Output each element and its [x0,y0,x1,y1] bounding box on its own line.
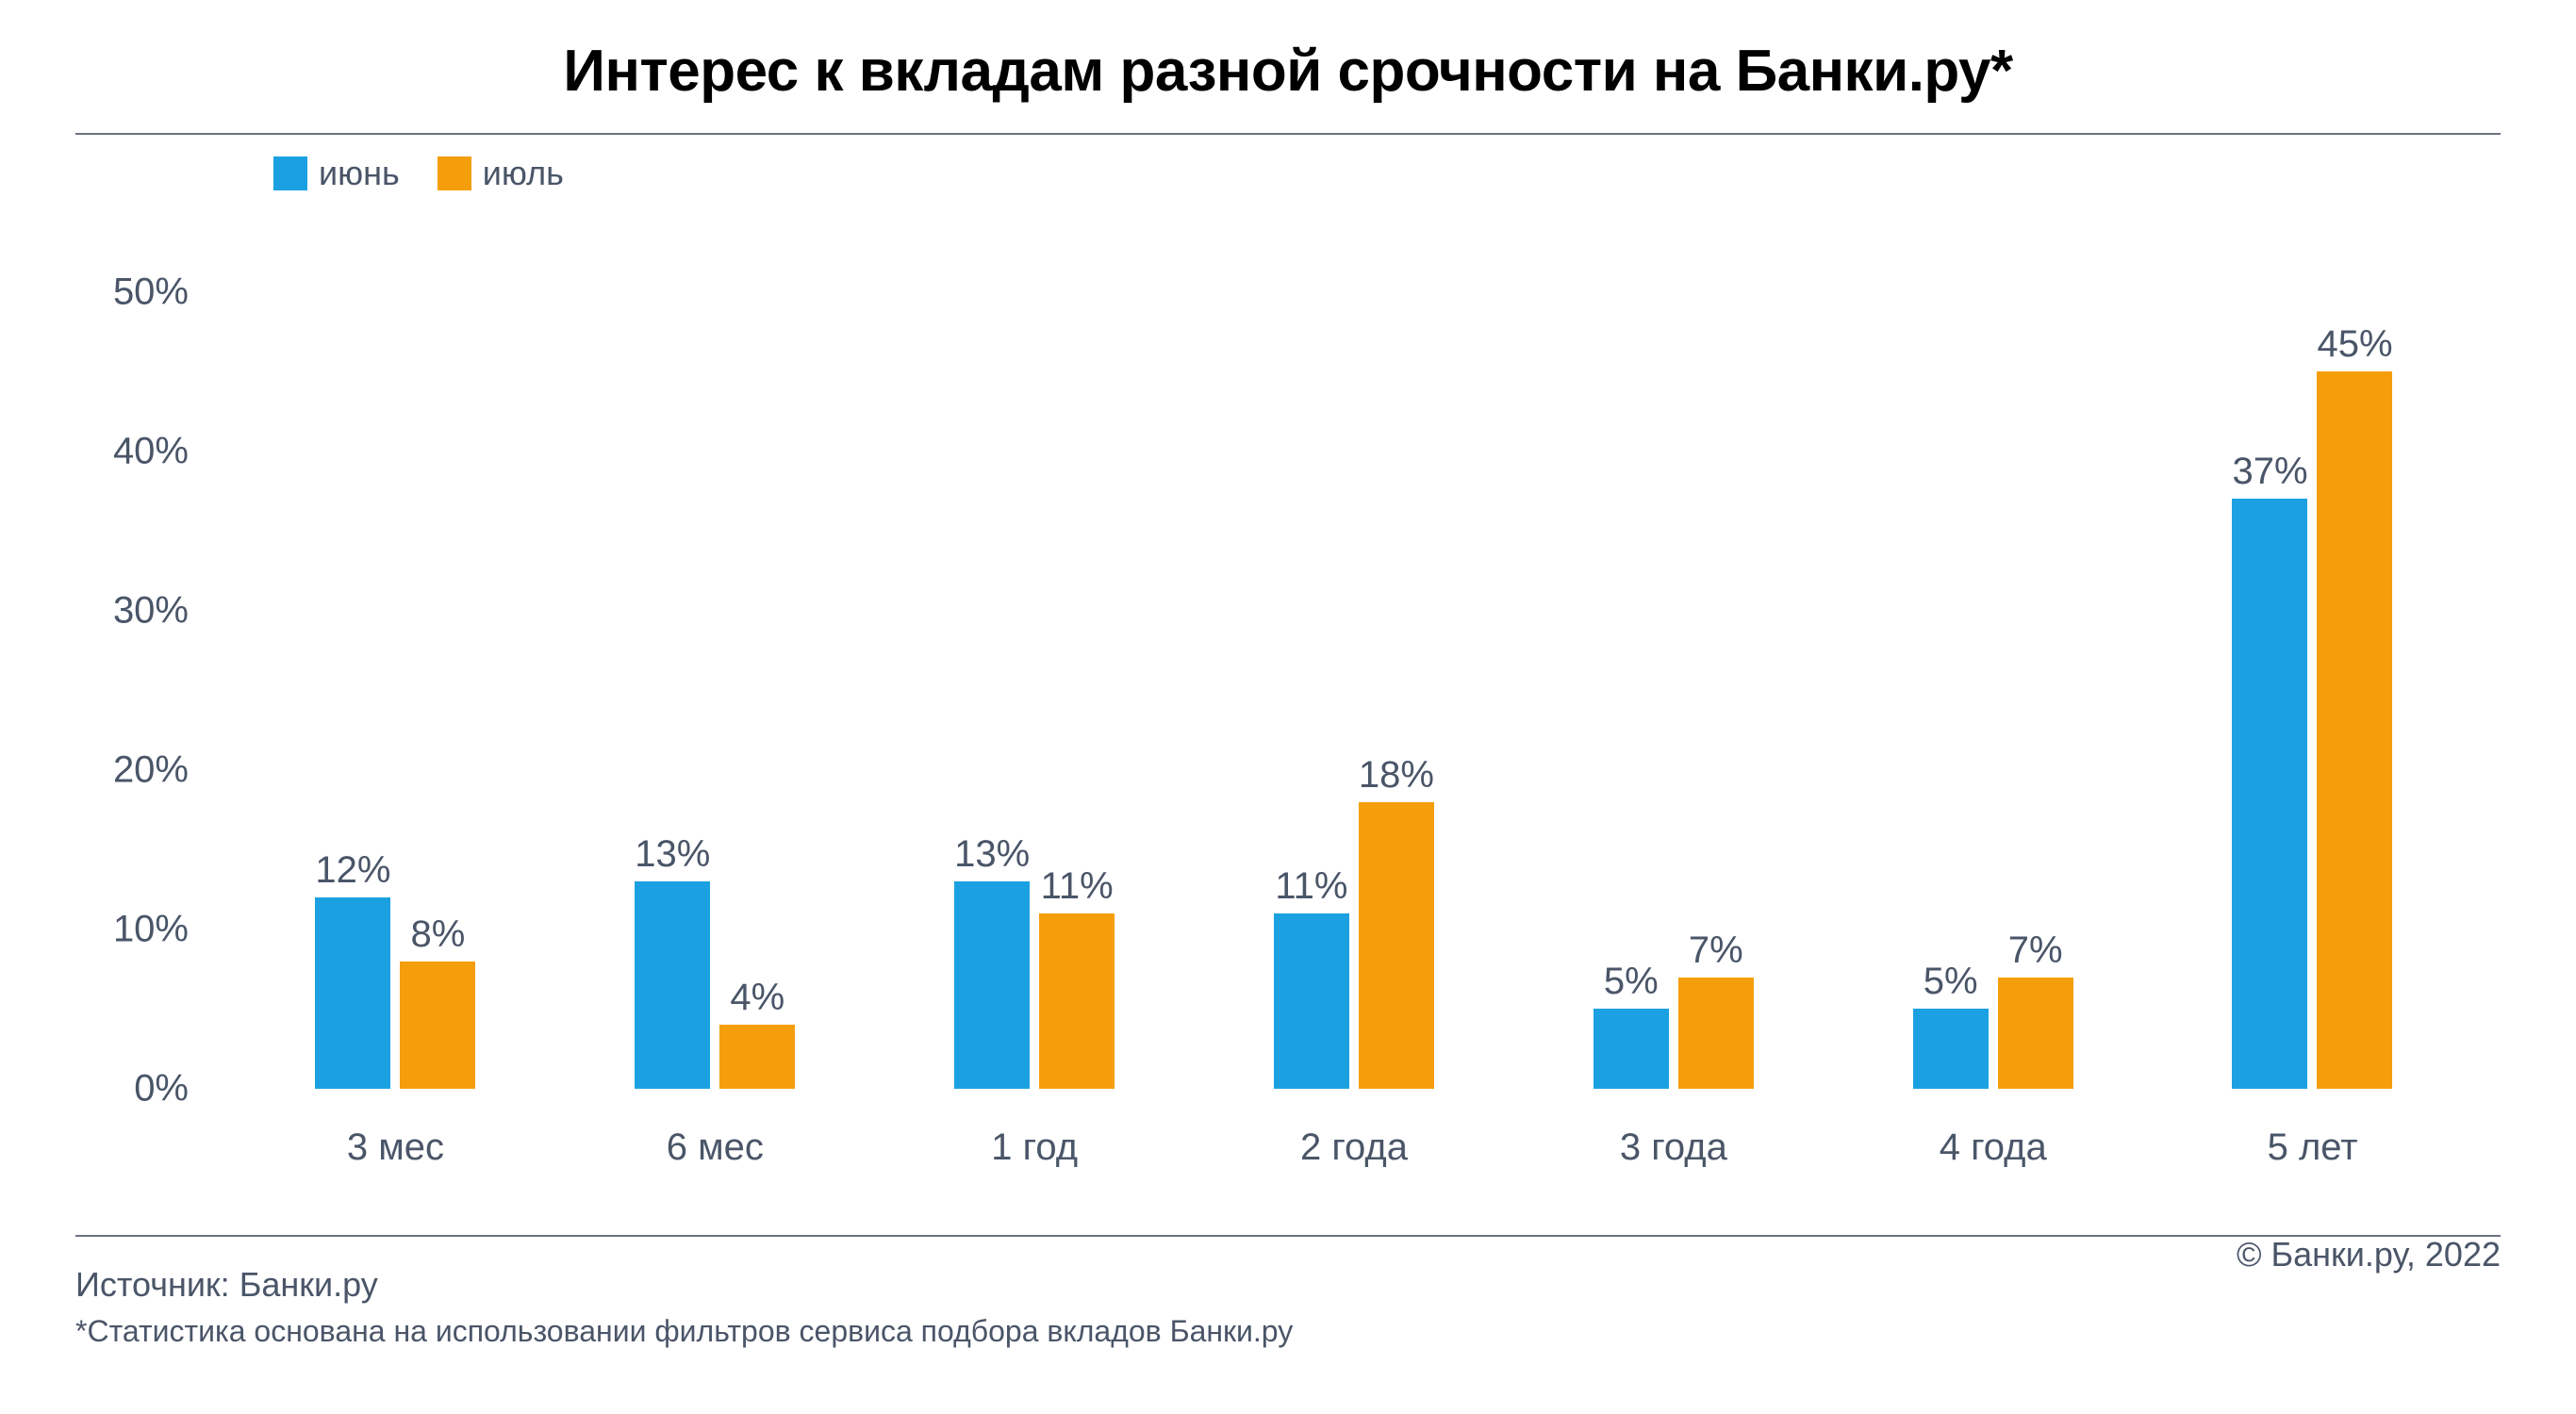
footer-rule [75,1235,2501,1237]
legend-label: июль [483,154,564,193]
bar: 5% [1913,1009,1989,1089]
bar-group: 5%7% [1913,212,2073,1089]
x-tick-label: 1 год [875,1126,1195,1169]
legend-swatch [438,156,471,190]
bar: 37% [2232,499,2307,1089]
bar-value-label: 45% [2317,323,2392,371]
chart-title: Интерес к вкладам разной срочности на Ба… [75,38,2501,105]
y-tick-label: 40% [113,430,189,472]
bar-value-label: 37% [2232,451,2307,499]
bar: 11% [1274,913,1349,1089]
bar: 5% [1593,1009,1669,1089]
x-tick-label: 4 года [1833,1126,2153,1169]
y-tick-label: 50% [113,271,189,313]
x-tick-label: 3 года [1513,1126,1833,1169]
y-tick-label: 30% [113,589,189,632]
x-tick-label: 6 мес [555,1126,875,1169]
bar-value-label: 7% [2008,929,2063,978]
top-rule [75,133,2501,135]
footnote-text: *Статистика основана на использовании фи… [75,1314,2501,1349]
bar: 13% [954,881,1030,1089]
x-axis: 3 мес6 мес1 год2 года3 года4 года5 лет [75,1089,2501,1207]
bar: 7% [1678,978,1754,1089]
bar: 13% [635,881,710,1089]
plot-area: 12%8%13%4%13%11%11%18%5%7%5%7%37%45% [207,212,2501,1089]
y-tick-label: 10% [113,908,189,950]
footer: Источник: Банки.ру *Статистика основана … [75,1207,2501,1349]
bar-value-label: 18% [1359,754,1434,802]
bar-value-label: 11% [1041,865,1114,913]
bar-value-label: 4% [730,977,784,1025]
bar-value-label: 11% [1275,865,1347,913]
bar-group: 13%4% [635,212,795,1089]
source-text: Источник: Банки.ру [75,1265,2501,1305]
legend: июнь июль [75,154,2501,193]
bar: 11% [1039,913,1115,1089]
bar-value-label: 13% [635,833,710,881]
copyright-text: © Банки.ру, 2022 [2237,1235,2501,1274]
bar-value-label: 8% [411,913,466,962]
bar-group: 12%8% [315,212,475,1089]
legend-swatch [273,156,307,190]
legend-item: июнь [273,154,400,193]
bar-group: 5%7% [1593,212,1754,1089]
bar: 45% [2317,371,2392,1089]
x-tick-label: 3 мес [236,1126,555,1169]
bar-value-label: 5% [1604,961,1659,1009]
bar-group: 37%45% [2232,212,2392,1089]
bar-value-label: 5% [1924,961,1978,1009]
y-axis: 0%10%20%30%40%50% [75,212,207,1089]
bar-group: 11%18% [1274,212,1434,1089]
bar: 18% [1359,802,1434,1089]
plot: 0%10%20%30%40%50% 12%8%13%4%13%11%11%18%… [75,212,2501,1089]
bar-value-label: 7% [1689,929,1743,978]
y-tick-label: 20% [113,748,189,791]
legend-item: июль [438,154,564,193]
chart-container: Интерес к вкладам разной срочности на Ба… [0,0,2576,1414]
legend-label: июнь [319,154,400,193]
bar: 12% [315,897,390,1089]
bar-group: 13%11% [954,212,1115,1089]
y-tick-label: 0% [134,1068,189,1110]
x-tick-label: 5 лет [2153,1126,2472,1169]
bar-value-label: 12% [315,849,390,897]
bar-value-label: 13% [954,833,1030,881]
bar: 4% [719,1025,795,1089]
bar: 7% [1998,978,2073,1089]
bar: 8% [400,962,475,1089]
x-tick-label: 2 года [1195,1126,1514,1169]
